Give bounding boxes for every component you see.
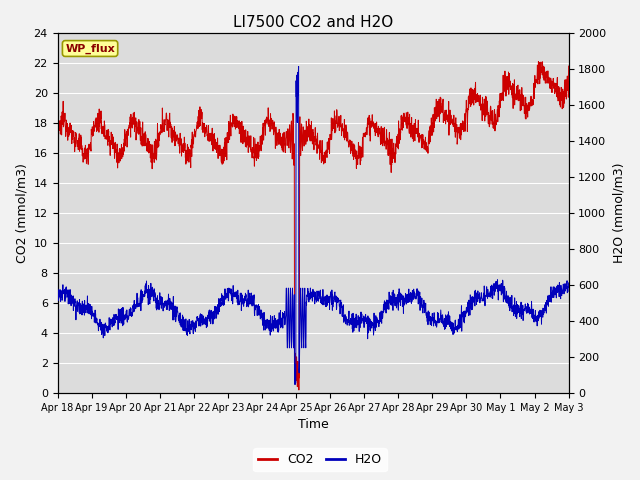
Title: LI7500 CO2 and H2O: LI7500 CO2 and H2O [233, 15, 393, 30]
X-axis label: Time: Time [298, 419, 328, 432]
Y-axis label: CO2 (mmol/m3): CO2 (mmol/m3) [15, 163, 28, 263]
Y-axis label: H2O (mmol/m3): H2O (mmol/m3) [612, 163, 625, 263]
Text: WP_flux: WP_flux [65, 43, 115, 54]
Legend: CO2, H2O: CO2, H2O [253, 448, 387, 471]
